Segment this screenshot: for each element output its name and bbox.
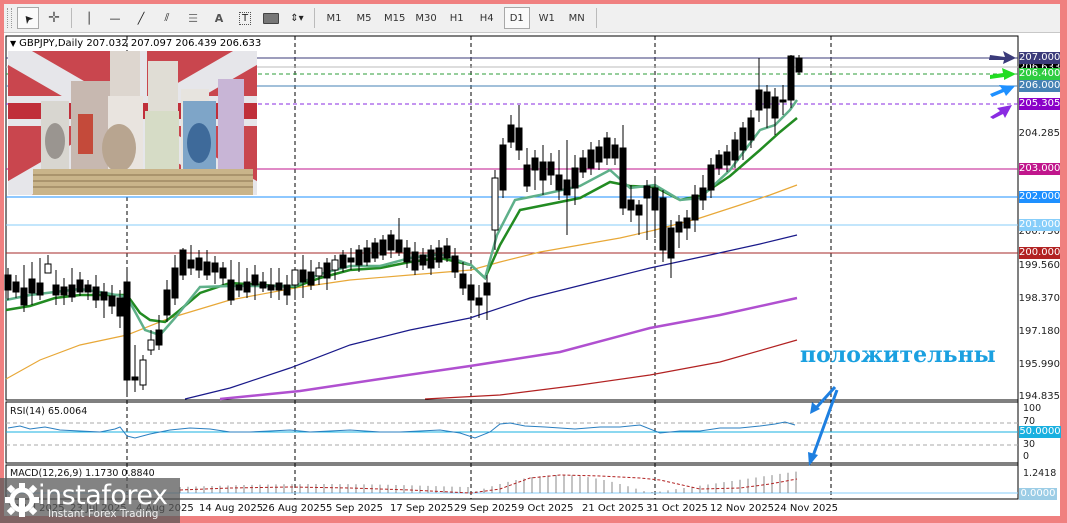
level-tag-207000: 207.000 xyxy=(1019,52,1061,64)
price-tick: 204.285 xyxy=(1018,128,1060,139)
time-tick: 9 Oct 2025 xyxy=(518,503,574,514)
vertical-line-icon: │ xyxy=(85,11,93,25)
timeframe-m1[interactable]: M1 xyxy=(326,12,342,24)
time-tick: 5 Sep 2025 xyxy=(326,503,384,514)
timeframe-w1[interactable]: W1 xyxy=(538,12,555,24)
trendline-button[interactable]: ╱ xyxy=(130,7,152,29)
equidistant-channel-button[interactable]: ⫽ xyxy=(156,7,178,29)
annotation-text: положительны xyxy=(800,342,996,368)
time-tick: 26 Aug 2025 xyxy=(262,503,327,514)
price-tick: 197.180 xyxy=(1018,326,1060,337)
time-tick: 21 Oct 2025 xyxy=(582,503,644,514)
toolbar-grip[interactable] xyxy=(7,8,12,28)
level-tag-206400: 206.400 xyxy=(1019,68,1061,80)
macd-label: MACD(12,26,9) 1.1730 0.8840 xyxy=(10,468,155,479)
level-tag-203000: 203.000 xyxy=(1019,163,1061,175)
time-tick: 24 Nov 2025 xyxy=(774,503,839,514)
toolbar-separator xyxy=(595,8,597,28)
time-tick: 14 Aug 2025 xyxy=(199,503,264,514)
price-tick: 198.370 xyxy=(1018,293,1060,304)
watermark-tagline: Instant Forex Trading xyxy=(48,508,159,520)
macd-scale-zero: 0.0000 xyxy=(1019,488,1057,500)
timeframe-mn[interactable]: MN xyxy=(568,12,585,24)
symbol-ohlc: GBPJPY,Daily 207.032 207.097 206.439 206… xyxy=(19,38,262,49)
level-tag-206000: 206.000 xyxy=(1019,80,1061,92)
level-tag-205305: 205.305 xyxy=(1019,98,1061,110)
time-tick: 29 Sep 2025 xyxy=(454,503,518,514)
time-tick: 31 Oct 2025 xyxy=(646,503,708,514)
gbp-jpy-banknotes-image xyxy=(8,51,257,195)
text-label-button[interactable]: T xyxy=(234,7,256,29)
instaforex-watermark: instaforex Instant Forex Trading xyxy=(0,478,180,523)
toolbar-separator xyxy=(71,8,72,28)
fibonacci-button[interactable]: ☰ xyxy=(182,7,204,29)
timeframe-m30[interactable]: M30 xyxy=(415,12,437,24)
cursor-tool-button[interactable]: ➤ xyxy=(17,7,39,29)
level-tag-201000: 201.000 xyxy=(1019,219,1061,231)
rsi-scale-50: 50.0000 xyxy=(1019,426,1061,438)
rectangle-icon xyxy=(263,12,279,24)
timeframe-h1[interactable]: H1 xyxy=(449,12,464,24)
crosshair-icon: ✛ xyxy=(48,10,60,26)
level-tag-200000: 200.000 xyxy=(1019,247,1061,259)
price-scale: 204.285 200.750 199.560 198.370 197.180 … xyxy=(1018,0,1067,523)
horizontal-line-icon: — xyxy=(109,11,121,25)
channel-icon: ⫽ xyxy=(164,11,170,24)
timeframe-m15[interactable]: M15 xyxy=(384,12,406,24)
level-tag-202000: 202.000 xyxy=(1019,191,1061,203)
trendline-icon: ╱ xyxy=(137,11,145,25)
price-tick: 199.560 xyxy=(1018,260,1060,271)
arrows-button[interactable]: ⇕▾ xyxy=(286,7,308,29)
price-tick: 195.990 xyxy=(1018,359,1060,370)
timeframe-h4[interactable]: H4 xyxy=(479,12,494,24)
rsi-scale-70: 70 xyxy=(1023,416,1036,427)
chart-title[interactable]: ▼ GBPJPY,Daily 207.032 207.097 206.439 20… xyxy=(10,38,261,49)
price-tick: 200.750 xyxy=(1018,226,1060,237)
text-label-icon: T xyxy=(238,11,252,25)
text-button[interactable]: A xyxy=(208,7,230,29)
arrows-icon: ⇕▾ xyxy=(290,12,304,24)
text-icon: A xyxy=(214,11,224,25)
rsi-scale-30: 30 xyxy=(1023,439,1036,450)
rsi-scale-100: 100 xyxy=(1023,403,1042,414)
vertical-line-button[interactable]: │ xyxy=(78,7,100,29)
collapse-triangle-icon[interactable]: ▼ xyxy=(10,39,17,48)
gear-logo-icon xyxy=(5,483,39,517)
crosshair-tool-button[interactable]: ✛ xyxy=(43,7,65,29)
timeframe-m5[interactable]: M5 xyxy=(356,12,372,24)
rectangle-button[interactable] xyxy=(260,7,282,29)
time-tick: 17 Sep 2025 xyxy=(390,503,454,514)
timeframe-d1[interactable]: D1 xyxy=(503,7,530,29)
horizontal-line-button[interactable]: — xyxy=(104,7,126,29)
fibonacci-icon: ☰ xyxy=(188,11,198,25)
price-tick: 194.835 xyxy=(1018,391,1060,402)
annotation-arrows xyxy=(808,51,1016,466)
price-axis[interactable] xyxy=(1018,36,1060,499)
rsi-label: RSI(14) 65.0064 xyxy=(10,406,88,417)
watermark-brand: instaforex xyxy=(38,480,168,511)
time-tick: 12 Nov 2025 xyxy=(710,503,775,514)
toolbar-separator xyxy=(314,8,315,28)
rsi-scale-0: 0 xyxy=(1023,451,1030,462)
toolbar: ➤ ✛ │ — ╱ ⫽ ☰ A T ⇕▾ M1 M5 M15 M30 H1 H4… xyxy=(4,4,1060,33)
macd-scale-max: 1.2418 xyxy=(1023,468,1057,479)
